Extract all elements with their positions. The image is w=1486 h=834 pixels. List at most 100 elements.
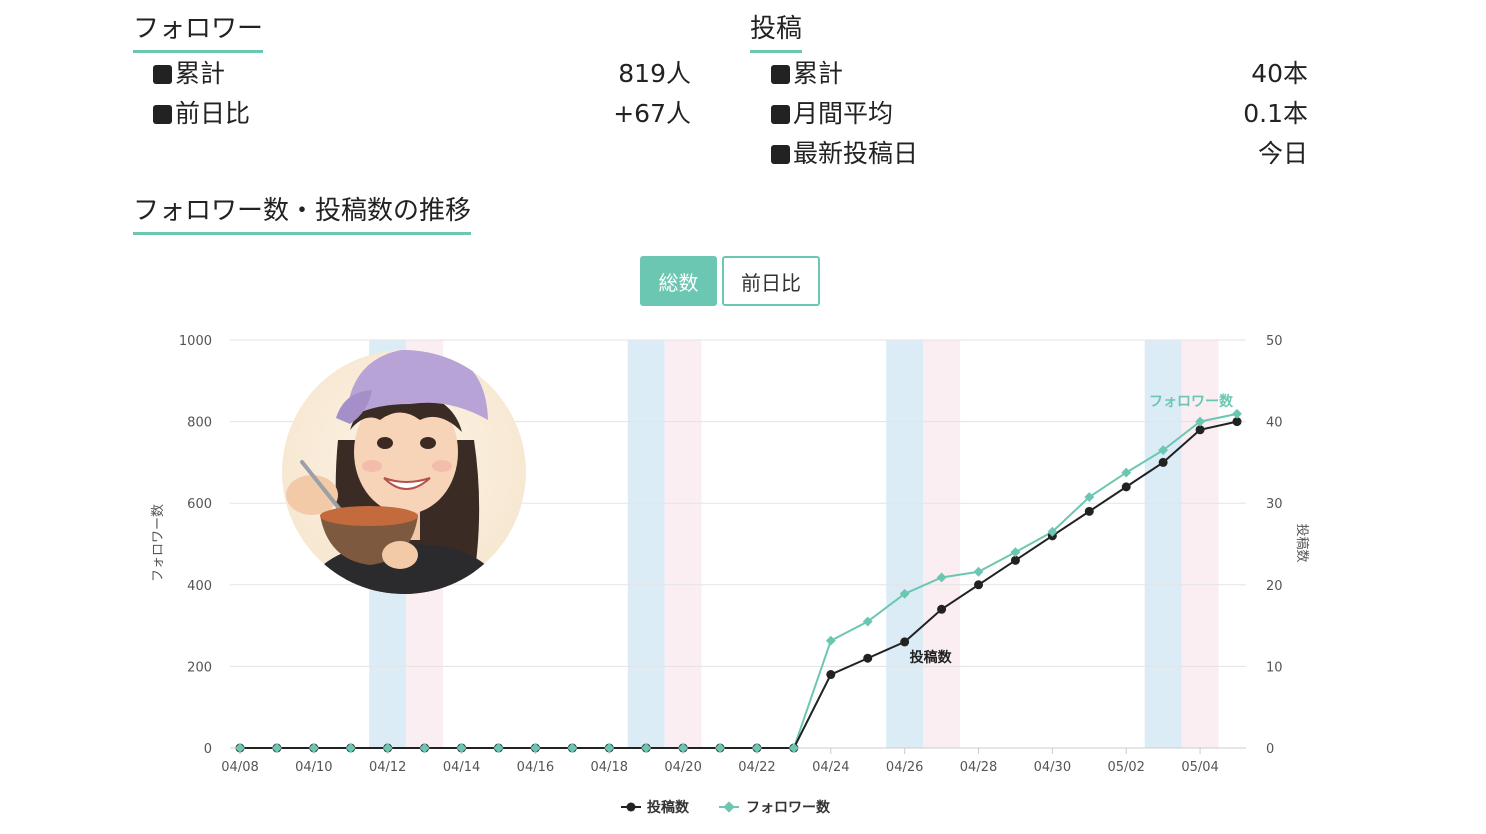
data-point-followers [752,743,762,753]
weekend-band-saturday [627,340,665,748]
data-point-followers [641,743,652,753]
legend-label-followers: フォロワー数 [746,799,831,816]
data-point-followers [530,743,541,753]
weekend-band-sunday [664,340,702,748]
annotation-followers: フォロワー数 [1149,393,1234,410]
toggle-daily-button[interactable]: 前日比 [722,256,820,306]
x-tick-label: 04/22 [738,760,775,775]
y-tick-label-right: 0 [1266,742,1274,757]
posts-title: 投稿 [750,12,803,53]
data-point-posts [863,653,873,663]
data-point-followers [456,743,467,753]
posts-monthly-row: 月間平均 0.1本 [771,98,1308,130]
data-point-posts [1195,425,1205,435]
data-point-followers [271,743,282,753]
legend-marker-followers [723,801,735,813]
followers-title: フォロワー [133,12,264,53]
bullet-square-icon [771,144,790,164]
y-tick-label-right: 50 [1266,334,1283,349]
y-tick-label-left: 600 [187,497,212,512]
y-tick-label-left: 1000 [179,334,212,349]
x-tick-label: 04/16 [517,760,554,775]
x-axis: 04/08 04/10 04/12 04/14 04/16 04/18 04/20 04/22… [221,748,1219,775]
data-point-followers [899,588,910,599]
data-point-posts [900,637,910,647]
x-tick-label: 05/04 [1181,760,1218,775]
y-tick-label-right: 10 [1266,660,1283,675]
x-tick-label: 04/28 [960,760,997,775]
data-point-followers [382,743,393,753]
x-tick-label: 04/20 [664,760,701,775]
data-point-followers [1010,547,1021,558]
data-point-followers [788,743,799,753]
y-axis-left: 0 200 400 600 800 1000 [179,334,212,757]
data-point-posts [1010,555,1020,565]
legend-item-posts[interactable]: 投稿数 [621,799,690,816]
posts-latest-label: 最新投稿日 [793,139,919,168]
followers-daily-value: +67人 [613,99,691,128]
y-tick-label-left: 400 [187,579,212,594]
y-axis-right: 0 10 20 30 40 50 [1266,334,1283,757]
data-point-followers [308,743,319,753]
y-axis-right-title: 投稿数 [1294,523,1310,562]
trend-title: フォロワー数・投稿数の推移 [133,194,472,235]
data-point-followers [493,743,504,753]
x-tick-label: 04/18 [591,760,628,775]
legend-item-followers[interactable]: フォロワー数 [719,799,831,816]
toggle-total-button[interactable]: 総数 [640,256,717,306]
posts-latest-value: 今日 [1257,139,1308,168]
data-point-posts [1158,457,1168,467]
data-point-followers [678,743,689,753]
y-tick-label-left: 800 [187,416,212,431]
followers-total-value: 819人 [618,59,691,88]
y-tick-label-right: 20 [1266,579,1283,594]
data-point-posts [937,604,947,614]
data-point-followers [419,743,430,753]
data-point-followers [235,743,245,753]
avatar [282,350,526,594]
data-point-posts [1121,482,1131,492]
chart-legend: 投稿数 フォロワー数 [621,799,831,816]
posts-total-value: 40本 [1251,59,1308,88]
weekend-band-saturday [886,340,924,748]
data-point-followers [567,743,578,753]
weekend-band-sunday [923,340,961,748]
weekend-band-sunday [1181,340,1219,748]
x-tick-label: 04/14 [443,760,480,775]
followers-daily-row: 前日比 +67人 [153,98,691,130]
x-tick-label: 04/10 [295,760,332,775]
data-point-posts [1232,417,1242,427]
bullet-square-icon [153,104,172,124]
data-point-followers [973,566,984,577]
x-tick-label: 05/02 [1107,760,1144,775]
bullet-square-icon [771,64,790,84]
data-point-followers [1047,526,1058,537]
data-point-followers [345,743,356,753]
data-point-followers [825,635,836,646]
data-point-followers [862,616,873,627]
data-point-posts [974,580,984,590]
y-tick-label-right: 30 [1266,497,1283,512]
series-line-posts [240,420,1238,749]
x-tick-label: 04/26 [886,760,923,775]
data-point-followers [1158,445,1169,456]
followers-total-label: 累計 [175,59,226,88]
x-tick-label: 04/08 [221,760,258,775]
bullet-square-icon [771,104,790,124]
y-axis-left-title: フォロワー数 [151,504,166,582]
legend-marker-posts [626,802,636,812]
legend-label-posts: 投稿数 [647,799,690,816]
chart-annotations: 投稿数 フォロワー数 [910,393,1234,666]
data-point-posts [1084,506,1094,516]
data-point-followers [1195,416,1206,427]
trend-chart: 0 200 400 600 800 1000 0 10 20 30 40 50 04/08 04/10… [151,334,1310,816]
posts-total-row: 累計 40本 [771,58,1308,90]
followers-total-row: 累計 819人 [153,58,691,90]
posts-monthly-value: 0.1本 [1243,99,1308,128]
posts-monthly-label: 月間平均 [793,99,894,128]
data-point-followers [604,743,615,753]
x-tick-label: 04/24 [812,760,849,775]
data-point-followers [936,572,947,583]
y-tick-label-left: 200 [187,660,212,675]
x-tick-label: 04/12 [369,760,406,775]
